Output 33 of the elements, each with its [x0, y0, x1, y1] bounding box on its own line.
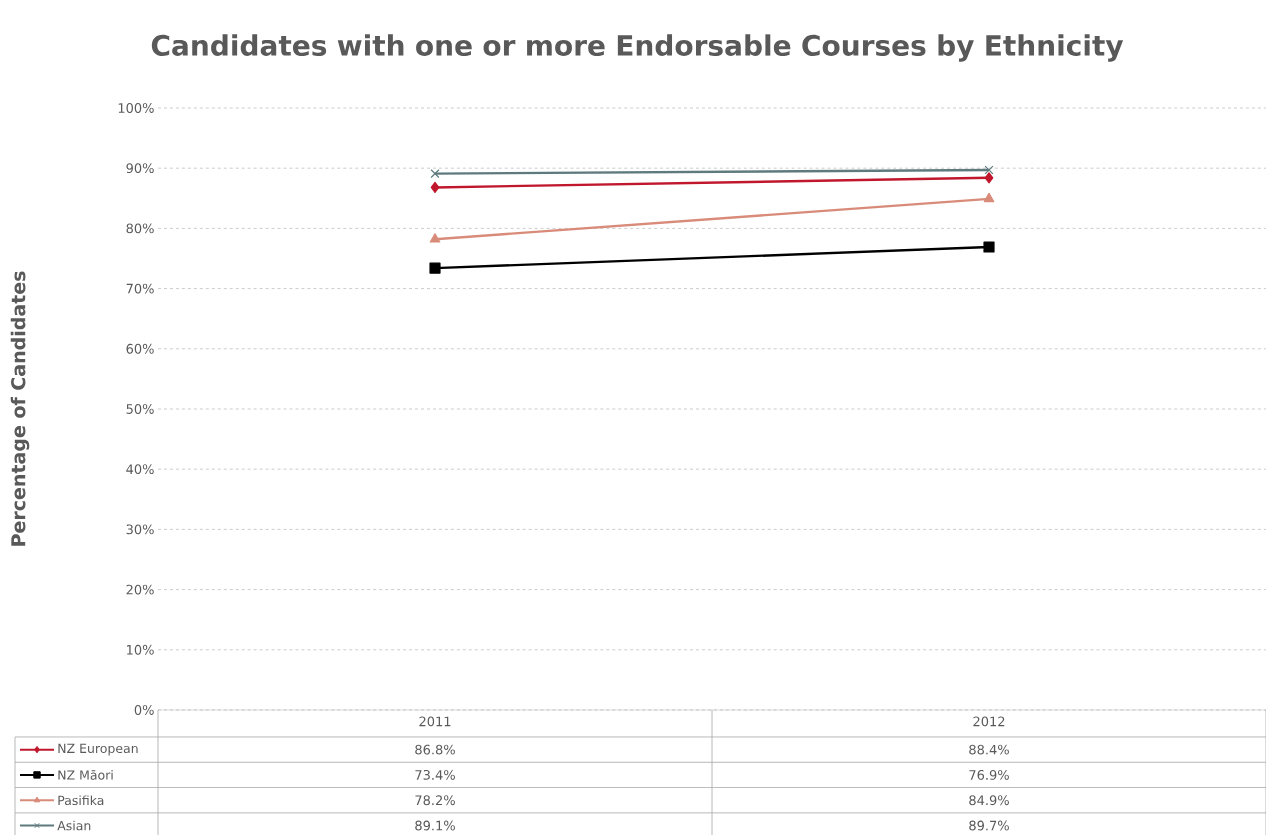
data-label: 84.9%: [969, 795, 1009, 806]
y-tick-label: 90%: [126, 163, 154, 174]
point: [430, 181, 440, 194]
legend-label: Pasifika: [58, 795, 104, 806]
data-label: 89.1%: [415, 820, 455, 831]
data-label: 73.4%: [415, 770, 455, 780]
y-tick-label: 80%: [126, 223, 154, 234]
chart-title: Candidates with one or more Endorsable Courses by Ethnicity: [151, 34, 1124, 62]
y-tick-label: 100%: [118, 103, 154, 113]
legend-label: Asian: [57, 820, 91, 831]
point: [430, 169, 440, 179]
y-tick-label: 40%: [126, 464, 154, 475]
data-label: 86.8%: [415, 744, 455, 755]
x-tick-label: 2011: [419, 716, 451, 727]
legend-label: NZ European: [58, 743, 138, 756]
x-tick-label: 2012: [973, 716, 1005, 727]
y-tick-label: 0%: [134, 705, 154, 715]
data-label: 76.9%: [969, 770, 1009, 780]
y-axis-title: Percentage of Candidates: [10, 271, 30, 546]
y-tick-label: 50%: [126, 404, 154, 414]
y-tick-label: 60%: [126, 343, 154, 354]
y-tick-label: 70%: [126, 283, 154, 294]
data-label: 89.7%: [969, 820, 1009, 831]
point: [983, 241, 995, 253]
legend-label: NZ Māori: [58, 770, 113, 780]
y-tick-label: 20%: [126, 584, 154, 595]
y-tick-label: 30%: [126, 524, 154, 535]
data-label: 88.4%: [969, 744, 1009, 755]
y-tick-label: 10%: [127, 644, 154, 655]
point: [984, 172, 994, 184]
data-label: 78.2%: [415, 795, 455, 806]
point: [429, 262, 441, 274]
point: [984, 165, 994, 175]
